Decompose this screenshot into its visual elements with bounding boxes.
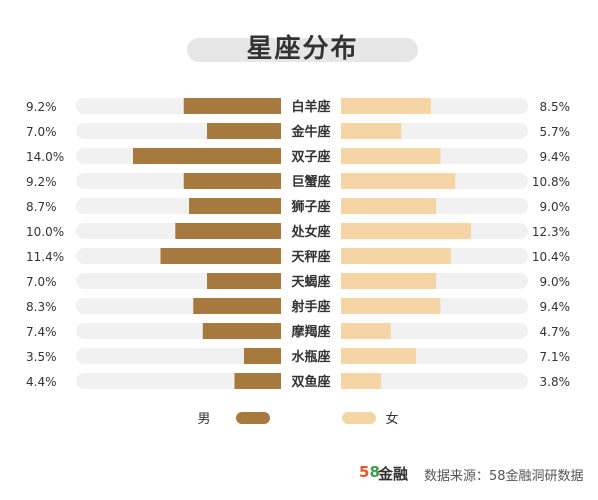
label-gap (281, 373, 341, 389)
label-gap (281, 273, 341, 289)
label-gap (281, 223, 341, 239)
category-label: 狮子座 (290, 199, 330, 215)
label-gap (281, 323, 341, 339)
female-value-label: 9.4% (540, 300, 571, 314)
male-value-label: 9.2% (26, 175, 57, 189)
male-bar (234, 373, 281, 389)
male-value-label: 9.2% (26, 100, 57, 114)
category-label: 摩羯座 (291, 324, 330, 340)
male-bar (189, 198, 281, 214)
female-track (341, 373, 528, 389)
female-bar (341, 223, 472, 239)
female-bar (341, 98, 431, 114)
male-value-label: 11.4% (26, 250, 64, 264)
chart-title: 星座分布 (246, 34, 359, 64)
female-value-label: 9.0% (540, 200, 571, 214)
female-bar (341, 348, 417, 364)
label-gap (281, 348, 341, 364)
female-value-label: 9.0% (540, 275, 571, 289)
brand-logo-58: 58 (359, 463, 380, 481)
label-gap (281, 298, 341, 314)
category-label: 双鱼座 (291, 374, 330, 390)
female-bar (341, 198, 437, 214)
female-value-label: 10.8% (532, 175, 570, 189)
female-value-label: 12.3% (532, 225, 570, 239)
label-gap (281, 148, 341, 164)
female-value-label: 10.4% (532, 250, 570, 264)
title-pill (187, 38, 418, 62)
category-label: 双子座 (291, 149, 330, 165)
female-bar (341, 148, 441, 164)
brand-digit-8: 8 (369, 463, 380, 481)
female-bar (341, 248, 451, 264)
female-value-label: 5.7% (540, 125, 571, 139)
male-bar (183, 173, 281, 189)
male-value-label: 7.0% (26, 275, 57, 289)
male-bar (207, 273, 281, 289)
female-value-label: 7.1% (540, 350, 571, 364)
category-label: 金牛座 (290, 124, 330, 140)
female-value-label: 9.4% (540, 150, 571, 164)
female-value-label: 8.5% (540, 100, 571, 114)
male-bar (160, 248, 281, 264)
male-value-label: 7.4% (26, 325, 57, 339)
male-bar (202, 323, 281, 339)
female-bar (341, 323, 391, 339)
female-bar (341, 123, 402, 139)
female-value-label: 3.8% (540, 375, 571, 389)
male-value-label: 8.7% (26, 200, 57, 214)
brand-digit-5: 5 (359, 463, 370, 481)
data-source-note: 数据来源：58金融洞研数据 (424, 469, 584, 484)
label-gap (281, 173, 341, 189)
male-value-label: 3.5% (26, 350, 57, 364)
category-label: 处女座 (290, 224, 330, 240)
category-label: 白羊座 (291, 99, 330, 115)
male-bar (133, 148, 281, 164)
female-value-label: 4.7% (540, 325, 571, 339)
male-bar (193, 298, 281, 314)
legend-label-male: 男 (197, 412, 210, 427)
label-gap (281, 198, 341, 214)
category-label: 水瓶座 (291, 349, 330, 365)
category-label: 天秤座 (291, 249, 330, 265)
label-gap (281, 98, 341, 114)
female-bar (341, 173, 456, 189)
label-gap (281, 123, 341, 139)
male-track (76, 373, 281, 389)
legend-swatch-male (236, 412, 270, 424)
male-bar (207, 123, 281, 139)
male-value-label: 8.3% (26, 300, 57, 314)
category-label: 天蝎座 (291, 274, 330, 290)
legend-swatch-female (342, 412, 376, 424)
label-gap (281, 248, 341, 264)
male-bar (244, 348, 281, 364)
male-bar (183, 98, 281, 114)
male-value-label: 7.0% (26, 125, 57, 139)
category-label: 射手座 (290, 299, 330, 315)
female-bar (341, 273, 437, 289)
category-label: 巨蟹座 (291, 174, 330, 190)
female-bar (341, 373, 382, 389)
female-bar (341, 298, 441, 314)
legend-label-female: 女 (385, 411, 398, 427)
male-value-label: 10.0% (26, 225, 64, 239)
male-bar (175, 223, 281, 239)
male-track (76, 348, 281, 364)
male-value-label: 14.0% (26, 150, 64, 164)
male-value-label: 4.4% (26, 375, 57, 389)
brand-name: 金融 (378, 465, 409, 483)
